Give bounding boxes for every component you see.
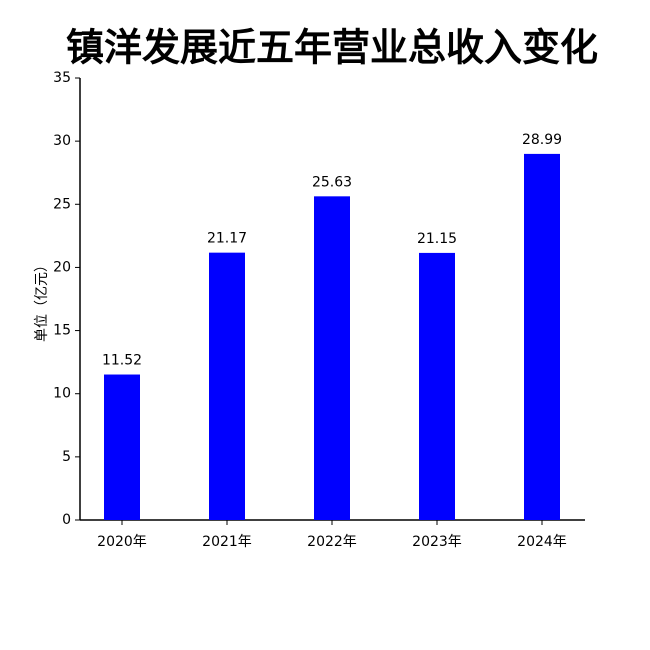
- x-tick-label: 2023年: [412, 534, 462, 550]
- y-tick-label: 35: [53, 70, 71, 86]
- x-tick-label: 2020年: [97, 534, 147, 550]
- y-tick-label: 30: [53, 133, 71, 149]
- y-tick-label: 0: [62, 512, 71, 528]
- x-tick-label: 2021年: [202, 534, 252, 550]
- x-tick-label: 2024年: [517, 534, 567, 550]
- chart-title: 镇洋发展近五年营业总收入变化: [66, 26, 598, 70]
- data-label: 21.15: [417, 231, 457, 247]
- x-tick-label: 2022年: [307, 534, 357, 550]
- bar: [314, 196, 350, 520]
- y-axis-label: 单位（亿元）: [34, 258, 50, 342]
- bar: [209, 252, 245, 520]
- bar: [104, 374, 140, 520]
- y-tick-label: 15: [53, 323, 71, 339]
- bar: [419, 252, 455, 521]
- bar: [524, 153, 560, 521]
- data-label: 25.63: [312, 174, 352, 190]
- y-tick-label: 5: [62, 449, 71, 465]
- y-tick-label: 25: [53, 196, 71, 212]
- data-label: 11.52: [102, 353, 142, 369]
- y-tick-label: 10: [53, 386, 71, 402]
- data-label: 21.17: [207, 231, 247, 247]
- y-tick-label: 20: [53, 259, 71, 275]
- data-label: 28.99: [522, 132, 562, 148]
